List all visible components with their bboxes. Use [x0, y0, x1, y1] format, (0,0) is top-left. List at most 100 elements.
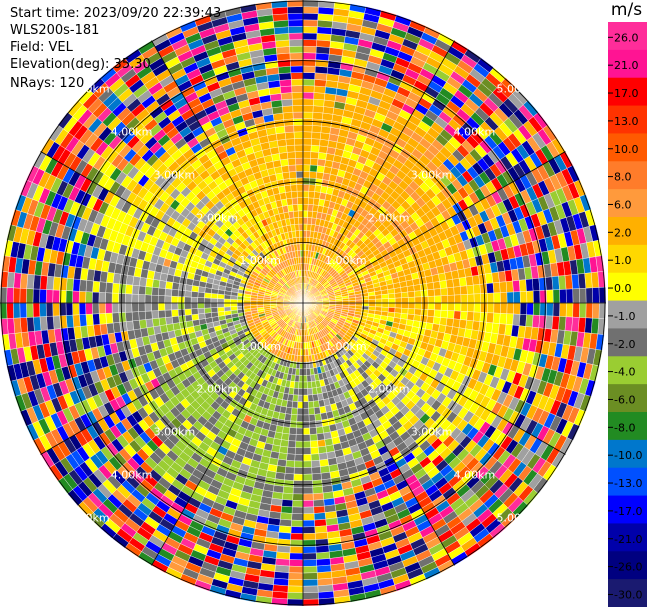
velocity-cell — [288, 572, 304, 580]
velocity-cell — [313, 512, 326, 521]
velocity-cell — [492, 312, 501, 324]
velocity-cell — [313, 400, 320, 408]
velocity-cell — [421, 296, 429, 304]
velocity-cell — [381, 302, 389, 308]
velocity-cell — [92, 280, 101, 293]
velocity-cell — [98, 292, 106, 304]
velocity-cell — [311, 473, 322, 481]
velocity-cell — [230, 302, 238, 307]
velocity-cell — [467, 293, 475, 304]
velocity-cell — [426, 282, 435, 291]
velocity-cell — [302, 440, 311, 449]
velocity-cell — [525, 314, 534, 328]
velocity-cell — [552, 289, 561, 304]
velocity-cell — [298, 375, 304, 383]
velocity-cell — [302, 427, 311, 435]
velocity-cell — [138, 285, 146, 295]
velocity-cell — [572, 288, 580, 304]
velocity-cell — [39, 275, 48, 290]
velocity-cell — [452, 278, 461, 288]
velocity-cell — [311, 466, 322, 475]
velocity-cell — [280, 505, 293, 514]
velocity-cell — [78, 291, 87, 304]
velocity-cell — [519, 279, 527, 292]
velocity-cell — [308, 414, 316, 422]
velocity-cell — [312, 393, 319, 402]
velocity-cell — [440, 295, 449, 304]
velocity-cell — [287, 592, 304, 600]
velocity-cell — [592, 287, 600, 304]
velocity-cell — [302, 210, 308, 218]
velocity-cell — [408, 296, 416, 304]
velocity-cell — [288, 433, 297, 442]
velocity-cell — [393, 287, 402, 294]
velocity-cell — [275, 551, 291, 560]
velocity-cell — [433, 288, 442, 297]
velocity-cell — [112, 312, 120, 324]
velocity-cell — [308, 407, 315, 415]
velocity-cell — [500, 302, 508, 314]
velocity-cell — [302, 171, 311, 179]
velocity-cell — [177, 296, 185, 304]
velocity-cell — [293, 388, 299, 396]
velocity-cell — [190, 296, 198, 304]
velocity-cell — [302, 519, 315, 528]
velocity-cell — [52, 302, 60, 317]
velocity-cell — [579, 288, 587, 304]
velocity-cell — [302, 559, 317, 567]
velocity-cell — [210, 307, 218, 313]
velocity-cell — [204, 297, 212, 304]
velocity-cell — [279, 445, 289, 454]
velocity-cell — [486, 282, 494, 294]
velocity-cell — [276, 545, 291, 554]
velocity-cell — [499, 313, 508, 325]
radar-ppi-plot: 1.00km1.00km1.00km1.00km2.00km2.00km2.00… — [0, 0, 607, 607]
velocity-cell — [6, 302, 14, 319]
velocity-cell — [388, 302, 396, 308]
velocity-cell — [297, 394, 304, 402]
velocity-cell — [312, 486, 324, 494]
velocity-cell — [79, 314, 87, 327]
velocity-cell — [312, 105, 324, 114]
velocity-cell — [473, 293, 481, 304]
velocity-cell — [197, 297, 205, 304]
velocity-cell — [302, 447, 312, 455]
velocity-cell — [525, 278, 534, 292]
velocity-cell — [287, 440, 296, 448]
velocity-cell — [210, 298, 218, 304]
velocity-cell — [302, 105, 314, 113]
velocity-cell — [314, 532, 328, 540]
velocity-cell — [454, 294, 462, 304]
velocity-cell — [157, 295, 166, 304]
velocity-cell — [420, 309, 429, 317]
velocity-cell — [302, 118, 313, 126]
velocity-cell — [314, 79, 327, 87]
velocity-cell — [302, 467, 313, 475]
velocity-cell — [280, 512, 293, 521]
velocity-cell — [302, 565, 318, 574]
velocity-cell — [316, 432, 325, 441]
velocity-cell — [151, 287, 160, 296]
velocity-cell — [171, 295, 179, 304]
velocity-cell — [414, 308, 422, 316]
velocity-cell — [151, 302, 159, 312]
velocity-cell — [66, 314, 74, 328]
velocity-cell — [552, 302, 561, 317]
velocity-cell — [308, 197, 315, 205]
velocity-cell — [144, 310, 153, 320]
velocity-cell — [85, 280, 94, 293]
velocity-cell — [158, 287, 166, 296]
velocity-cell — [473, 302, 481, 313]
velocity-cell — [317, 445, 327, 454]
velocity-cell — [302, 32, 318, 41]
velocity-cell — [445, 317, 454, 327]
velocity-cell — [374, 294, 383, 300]
velocity-cell — [309, 164, 318, 173]
velocity-cell — [519, 291, 528, 304]
velocity-cell — [290, 526, 304, 534]
velocity-cell — [302, 111, 314, 119]
velocity-cell — [111, 292, 119, 304]
velocity-cell — [217, 306, 225, 313]
velocity-cell — [407, 308, 415, 315]
velocity-cell — [302, 500, 314, 508]
